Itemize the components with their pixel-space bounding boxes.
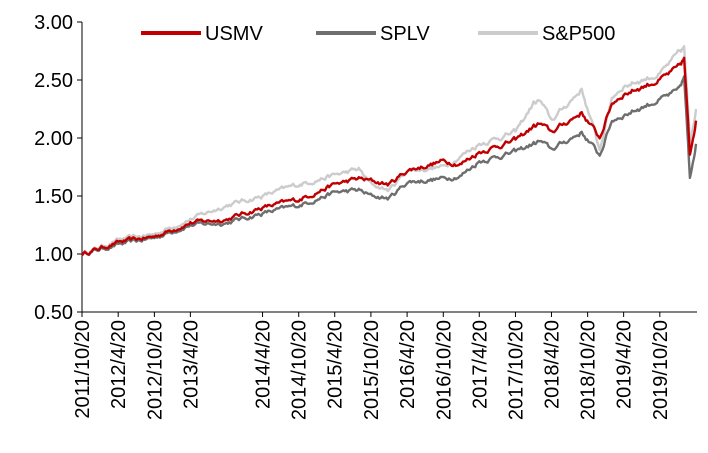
x-tick-label: 2014/4/20 <box>253 320 275 409</box>
y-tick-label: 1.00 <box>34 244 73 266</box>
x-tick-label: 2016/10/20 <box>433 320 455 420</box>
legend: USMV SPLV S&P500 <box>141 23 615 45</box>
x-tick-label: 2015/4/20 <box>325 320 347 409</box>
x-tick-label: 2017/4/20 <box>469 320 491 409</box>
y-tick-label: 3.00 <box>34 12 73 34</box>
x-tick-label: 2016/4/20 <box>397 320 419 409</box>
x-tick-label: 2013/4/20 <box>180 320 202 409</box>
x-tick-label: 2018/4/20 <box>541 320 563 409</box>
y-axis: 0.50 1.00 1.50 2.00 2.50 3.00 <box>34 12 83 324</box>
x-tick-label: 2011/10/20 <box>72 320 94 419</box>
x-tick-label: 2012/4/20 <box>108 320 130 409</box>
y-tick-label: 2.50 <box>34 70 73 92</box>
series-lines <box>81 45 698 257</box>
series-line-sp500 <box>81 45 698 256</box>
legend-label: SPLV <box>380 23 430 45</box>
x-tick-label: 2015/10/20 <box>361 320 383 420</box>
y-tick-label: 0.50 <box>34 302 73 324</box>
y-tick-label: 2.00 <box>34 128 73 150</box>
x-axis: 2011/10/20 2012/4/20 2012/10/20 2013/4/20 20… <box>72 311 697 420</box>
legend-label: USMV <box>205 23 263 45</box>
x-tick-label: 2017/10/20 <box>505 320 527 420</box>
x-tick-label: 2018/10/20 <box>578 320 600 420</box>
series-line-usmv <box>81 56 698 257</box>
x-tick-label: 2014/10/20 <box>289 320 311 420</box>
x-tick-label: 2019/10/20 <box>650 320 672 420</box>
y-tick-label: 1.50 <box>34 186 73 208</box>
legend-label: S&P500 <box>542 23 615 45</box>
x-tick-label: 2012/10/20 <box>144 320 166 420</box>
x-tick-label: 2019/4/20 <box>614 320 636 409</box>
series-line-splv <box>81 75 698 257</box>
